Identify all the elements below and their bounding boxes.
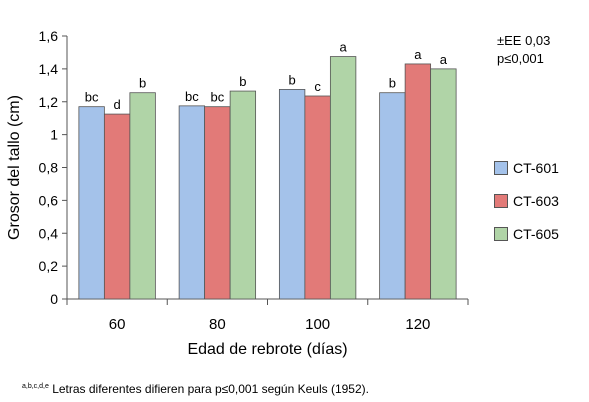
bar-significance-label: a — [340, 40, 348, 55]
bar-significance-label: bc — [85, 90, 99, 105]
y-tick-label: 1,2 — [39, 94, 59, 110]
y-tick-label: 0 — [50, 291, 58, 307]
bar — [278, 89, 306, 300]
bar — [229, 90, 257, 300]
bar-significance-label: d — [114, 97, 121, 112]
legend-item-ct601: CT-601 — [494, 158, 559, 178]
bar — [304, 95, 331, 300]
legend-item-ct603: CT-603 — [494, 191, 559, 211]
legend-item-ct605: CT-605 — [494, 224, 559, 244]
bar-significance-label: a — [440, 52, 448, 67]
legend-label-ct603: CT-603 — [513, 193, 559, 209]
legend-swatch-ct605 — [494, 227, 508, 241]
legend-label-ct601: CT-601 — [513, 160, 559, 176]
standard-error-text: ±EE 0,03 — [497, 33, 551, 48]
y-tick-label: 0,6 — [39, 192, 59, 208]
bar — [430, 68, 457, 300]
bar — [404, 63, 432, 300]
statistics-note: ±EE 0,03 p≤0,001 — [497, 32, 550, 68]
bar — [103, 113, 131, 300]
bar-significance-label: bc — [185, 89, 199, 104]
footnote-superscript: a,b,c,d,e — [22, 383, 49, 390]
y-tick-label: 1,4 — [39, 61, 59, 77]
p-value-text: p≤0,001 — [497, 51, 544, 66]
bar — [78, 106, 105, 300]
bar — [204, 106, 231, 300]
legend-swatch-ct601 — [494, 161, 508, 175]
bar-significance-label: b — [289, 72, 296, 87]
bar — [379, 92, 406, 300]
bar-significance-label: b — [389, 76, 396, 91]
y-tick-label: 0,2 — [39, 258, 59, 274]
x-tick-label: 60 — [109, 316, 126, 333]
y-tick-label: 1,6 — [39, 28, 59, 44]
bar — [329, 56, 357, 300]
bar — [178, 105, 206, 300]
x-tick-label: 80 — [209, 316, 226, 333]
legend-label-ct605: CT-605 — [513, 226, 559, 242]
x-axis-title: Edad de rebrote (días) — [187, 341, 347, 358]
x-tick-label: 120 — [405, 316, 430, 333]
footnote-text: Letras diferentes difieren para p≤0,001 … — [48, 382, 369, 396]
bar-significance-label: a — [414, 47, 422, 62]
bar-significance-label: c — [314, 79, 321, 94]
y-tick-label: 0,4 — [39, 225, 59, 241]
bar — [129, 92, 156, 300]
y-tick-label: 0,8 — [39, 160, 59, 176]
y-axis-title: Grosor del tallo (cm) — [6, 95, 23, 240]
legend-swatch-ct603 — [494, 194, 508, 208]
legend: CT-601 CT-603 CT-605 — [494, 158, 559, 257]
bar-significance-label: b — [239, 74, 246, 89]
bar-significance-label: bc — [211, 90, 225, 105]
footnote: a,b,c,d,e Letras diferentes difieren par… — [22, 382, 369, 396]
bar-significance-label: b — [139, 76, 146, 91]
y-tick-label: 1 — [50, 127, 58, 143]
x-tick-label: 100 — [305, 316, 330, 333]
